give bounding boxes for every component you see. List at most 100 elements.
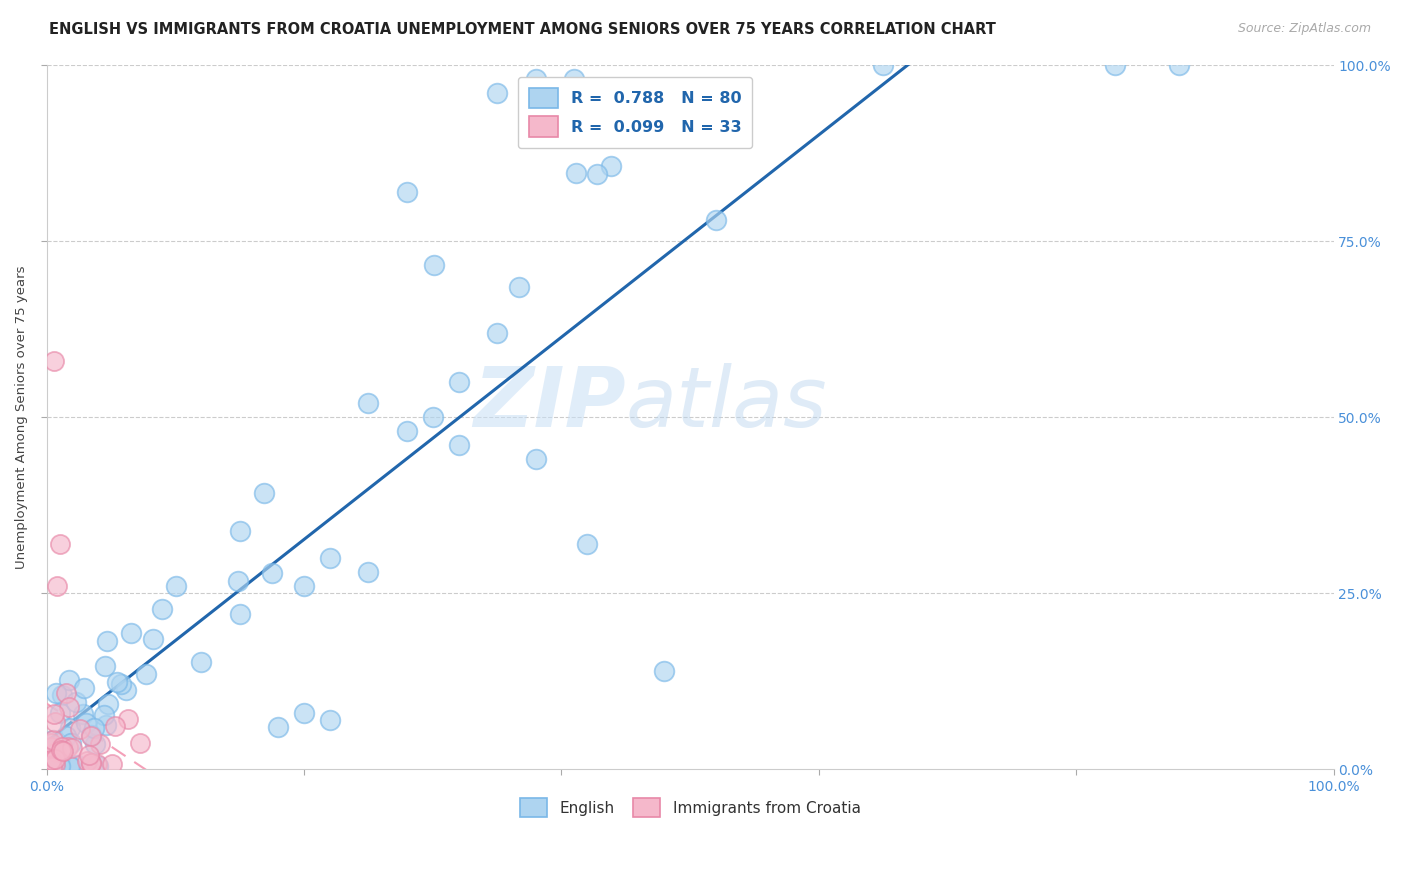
Point	[44, 715, 66, 730]
Point	[229, 524, 252, 539]
Point	[600, 159, 623, 173]
Point	[423, 258, 446, 272]
Point	[59, 736, 82, 750]
Point	[42, 740, 65, 755]
Point	[41, 760, 63, 774]
Point	[292, 706, 315, 720]
Text: ZIP: ZIP	[474, 363, 626, 443]
Point	[135, 666, 157, 681]
Point	[115, 683, 138, 698]
Point	[640, 100, 662, 114]
Point	[60, 741, 83, 756]
Point	[447, 438, 470, 452]
Y-axis label: Unemployment Among Seniors over 75 years: Unemployment Among Seniors over 75 years	[15, 266, 28, 569]
Point	[80, 756, 103, 771]
Text: ENGLISH VS IMMIGRANTS FROM CROATIA UNEMPLOYMENT AMONG SENIORS OVER 75 YEARS CORR: ENGLISH VS IMMIGRANTS FROM CROATIA UNEMP…	[49, 22, 995, 37]
Point	[41, 733, 63, 747]
Point	[508, 279, 530, 293]
Point	[121, 626, 143, 640]
Point	[44, 756, 66, 771]
Point	[86, 756, 108, 771]
Point	[42, 759, 65, 773]
Point	[82, 759, 104, 773]
Point	[56, 740, 79, 755]
Point	[79, 729, 101, 743]
Point	[262, 566, 284, 581]
Point	[396, 185, 419, 199]
Point	[42, 741, 65, 756]
Point	[564, 166, 586, 180]
Point	[89, 738, 111, 752]
Point	[229, 607, 252, 622]
Point	[357, 565, 380, 579]
Point	[65, 695, 87, 709]
Point	[83, 721, 105, 735]
Point	[45, 746, 67, 760]
Point	[872, 58, 894, 72]
Point	[44, 759, 66, 773]
Point	[51, 745, 73, 759]
Point	[1104, 58, 1126, 72]
Point	[104, 719, 127, 733]
Point	[59, 759, 82, 773]
Point	[46, 579, 69, 593]
Point	[69, 723, 91, 737]
Point	[105, 674, 128, 689]
Point	[58, 700, 80, 714]
Point	[357, 396, 380, 410]
Point	[80, 728, 103, 742]
Point	[44, 752, 66, 766]
Point	[83, 737, 105, 751]
Point	[66, 757, 89, 772]
Point	[93, 708, 115, 723]
Point	[77, 747, 100, 762]
Point	[576, 537, 599, 551]
Point	[1168, 58, 1191, 72]
Point	[704, 213, 727, 227]
Point	[129, 736, 152, 750]
Point	[165, 579, 187, 593]
Point	[319, 551, 342, 566]
Point	[42, 759, 65, 773]
Point	[39, 753, 62, 767]
Legend: English, Immigrants from Croatia: English, Immigrants from Croatia	[512, 790, 869, 825]
Point	[447, 375, 470, 389]
Point	[75, 715, 97, 730]
Point	[51, 743, 73, 757]
Point	[586, 167, 609, 181]
Text: Source: ZipAtlas.com: Source: ZipAtlas.com	[1237, 22, 1371, 36]
Point	[96, 634, 118, 648]
Point	[72, 707, 94, 722]
Point	[562, 72, 585, 87]
Point	[267, 720, 290, 734]
Point	[46, 759, 69, 773]
Point	[55, 686, 77, 700]
Point	[49, 706, 72, 720]
Point	[100, 756, 122, 771]
Point	[51, 688, 73, 702]
Point	[73, 681, 96, 695]
Point	[97, 697, 120, 711]
Point	[51, 739, 73, 754]
Point	[49, 743, 72, 757]
Point	[48, 751, 70, 765]
Point	[190, 655, 212, 669]
Point	[58, 673, 80, 687]
Point	[150, 602, 173, 616]
Point	[422, 410, 444, 425]
Point	[55, 729, 77, 743]
Point	[524, 72, 547, 87]
Point	[59, 722, 82, 736]
Point	[94, 718, 117, 732]
Point	[486, 87, 509, 101]
Point	[39, 736, 62, 750]
Point	[94, 658, 117, 673]
Point	[58, 759, 80, 773]
Point	[319, 713, 342, 727]
Point	[654, 664, 676, 678]
Point	[117, 712, 139, 726]
Point	[252, 486, 274, 500]
Point	[45, 685, 67, 699]
Point	[76, 754, 98, 768]
Point	[79, 756, 101, 770]
